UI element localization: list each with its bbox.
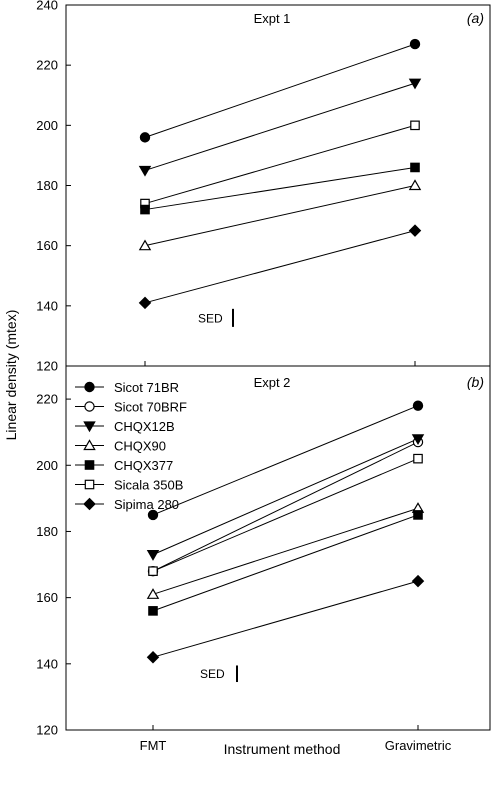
- legend-entry: Sicot 71BR: [114, 380, 179, 395]
- data-point-s2-gravimetric: [408, 78, 422, 90]
- y-tick-label: 120: [36, 359, 58, 374]
- panel-title: Expt 1: [254, 11, 291, 26]
- legend-entry: CHQX12B: [114, 419, 175, 434]
- data-point-s1-fmt: [139, 132, 151, 143]
- y-tick-label: 180: [36, 178, 58, 193]
- data-point-s1-fmt: [147, 509, 159, 521]
- sed-label: SED: [200, 667, 225, 681]
- panel-label: (a): [467, 10, 484, 26]
- data-point-s3-gravimetric: [411, 434, 425, 445]
- chart-panel-2: 120 140 160 180 200 220 Expt 2 (b) SED Sicot 71BR…: [36, 365, 491, 753]
- y-tick-label: 200: [36, 118, 58, 133]
- data-point-s3-gravimetric: [410, 120, 420, 131]
- series-line-1: [152, 405, 419, 516]
- panel-label: (b): [467, 374, 484, 390]
- data-point-s1-gravimetric: [412, 400, 424, 411]
- x-tick-label: FMT: [140, 738, 167, 753]
- y-tick-label: 200: [36, 458, 58, 473]
- y-tick-label: 240: [36, 0, 58, 13]
- y-tick-label: 160: [36, 590, 58, 605]
- data-point-s5-gravimetric: [408, 179, 422, 191]
- legend: Sicot 71BR Sicot 70BRF CHQX12B CHQX90 CHQX37…: [75, 380, 187, 512]
- y-tick-label: 160: [36, 238, 58, 253]
- series-line-7: [152, 580, 419, 658]
- legend-marker: [84, 401, 95, 412]
- legend-entry: CHQX377: [114, 458, 173, 473]
- data-point-s6-fmt: [138, 296, 152, 310]
- legend-entry: Sicot 70BRF: [114, 400, 187, 415]
- data-point-s4-fmt: [146, 588, 160, 599]
- plot-frame: [65, 4, 491, 367]
- series-line-2: [152, 441, 419, 572]
- plot-frame: [65, 365, 491, 731]
- sed-label: SED: [198, 311, 223, 325]
- legend-marker: [84, 460, 95, 470]
- data-point-s4-fmt: [140, 204, 150, 215]
- y-tick-label: 140: [36, 656, 58, 671]
- x-tick-label: Gravimetric: [385, 738, 452, 753]
- data-point-s6-gravimetric: [408, 224, 422, 237]
- series-line-5: [152, 514, 419, 612]
- data-point-s5-fmt: [148, 606, 158, 616]
- series-line-4: [152, 507, 419, 595]
- series-line-6: [144, 230, 416, 304]
- series-line-2: [144, 82, 416, 171]
- legend-entry: CHQX90: [114, 439, 166, 454]
- x-axis-label: Instrument method: [224, 741, 341, 757]
- data-point-s5-gravimetric: [413, 510, 423, 520]
- y-tick-label: 220: [36, 392, 58, 407]
- data-point-s5-fmt: [138, 239, 152, 251]
- chart-panel-1: 120 140 160 180 200 220 240 Expt 1 (a) SED: [36, 0, 491, 374]
- legend-marker: [84, 479, 95, 490]
- data-point-s2-fmt: [138, 165, 152, 177]
- legend-entry: Sipima 280: [114, 497, 179, 512]
- y-axis-label: Linear density (mtex): [3, 310, 19, 441]
- legend-marker: [83, 497, 96, 511]
- legend-marker: [83, 421, 96, 433]
- series-line-5: [144, 185, 416, 247]
- legend-marker: [84, 381, 95, 393]
- series-line-3: [144, 124, 416, 205]
- series-line-6: [152, 458, 419, 572]
- series-line-1: [144, 43, 416, 138]
- data-point-s6-gravimetric: [413, 453, 423, 464]
- data-point-s6-fmt: [148, 566, 158, 576]
- panel-title: Expt 2: [254, 375, 291, 390]
- y-tick-label: 120: [36, 723, 58, 738]
- data-point-s4-gravimetric: [410, 162, 420, 173]
- y-tick-label: 180: [36, 524, 58, 539]
- legend-marker: [83, 439, 96, 451]
- series-line-3: [152, 438, 419, 556]
- data-point-s7-gravimetric: [411, 574, 425, 588]
- series-line-4: [144, 166, 416, 211]
- data-point-s7-fmt: [146, 650, 160, 664]
- data-point-s1-gravimetric: [409, 38, 421, 50]
- y-tick-label: 140: [36, 298, 58, 313]
- data-point-s3-fmt: [146, 550, 160, 561]
- y-tick-label: 220: [36, 58, 58, 73]
- legend-entry: Sicala 350B: [114, 478, 183, 493]
